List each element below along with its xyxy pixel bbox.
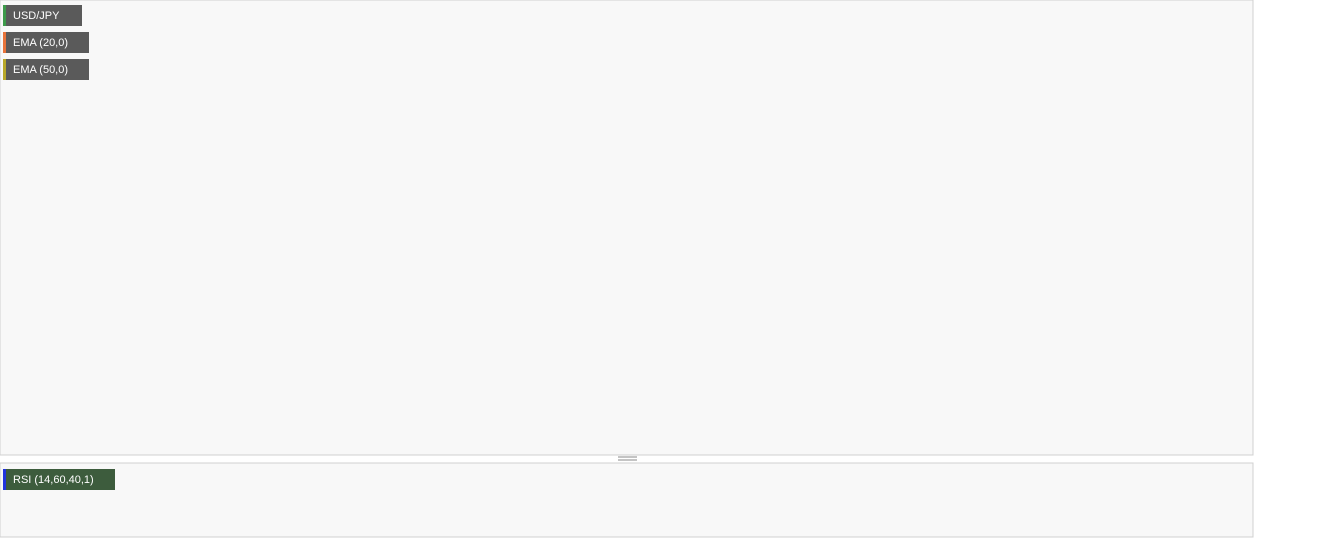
legend-label: EMA (20,0): [13, 37, 68, 49]
legend-box: [3, 5, 82, 26]
legend-swatch: [3, 32, 6, 53]
legend: USD/JPY EMA (20,0) EMA (50,0) RSI (14,60…: [3, 5, 115, 490]
legend-label: USD/JPY: [13, 10, 60, 22]
price-panel: [0, 0, 1254, 456]
legend-swatch: [3, 469, 6, 490]
legend-box: [3, 32, 89, 53]
legend-swatch: [3, 59, 6, 80]
legend-label: RSI (14,60,40,1): [13, 474, 94, 486]
rsi-panel: [0, 462, 1254, 538]
legend-box: [3, 469, 115, 490]
legend-label: EMA (50,0): [13, 64, 68, 76]
legend-box: [3, 59, 89, 80]
legend-swatch: [3, 5, 6, 26]
panel-grip: [618, 456, 637, 461]
